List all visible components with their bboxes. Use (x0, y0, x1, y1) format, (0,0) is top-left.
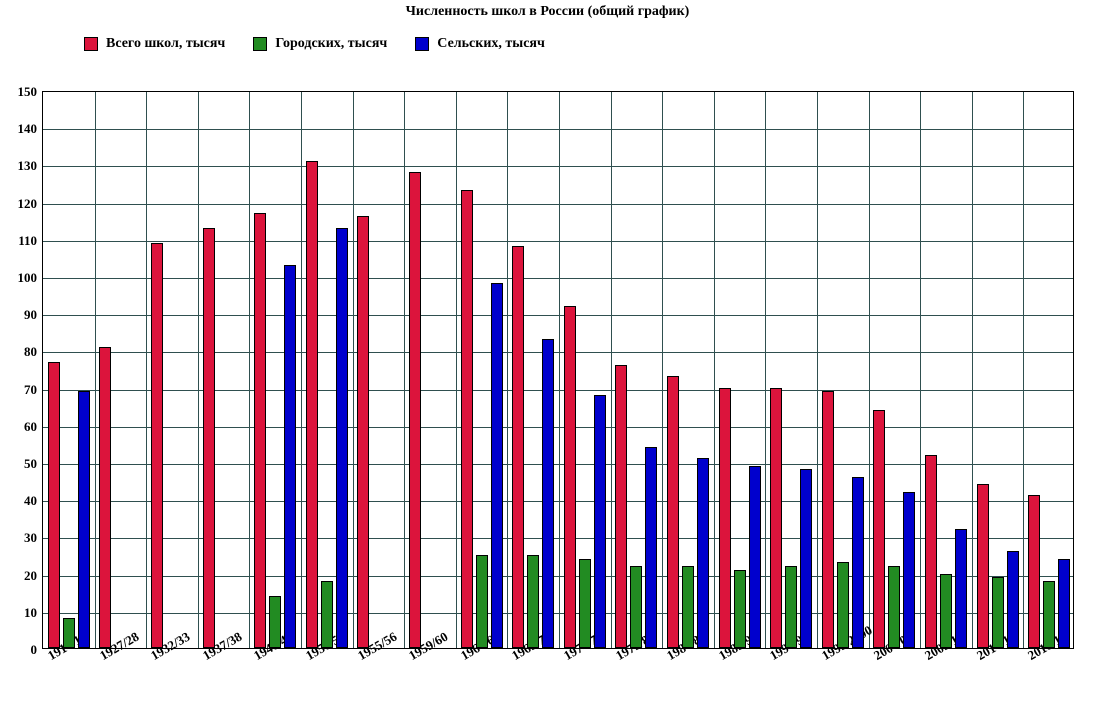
bar (667, 376, 679, 648)
y-tick-label: 130 (18, 158, 44, 174)
y-tick-label: 60 (24, 419, 43, 435)
bar (284, 265, 296, 648)
bar (564, 306, 576, 648)
y-tick-label: 140 (18, 121, 44, 137)
chart-stage: Численность школ в России (общий график)… (0, 0, 1095, 713)
legend-swatch (84, 37, 98, 51)
bar (78, 391, 90, 648)
bar (977, 484, 989, 648)
bar (476, 555, 488, 648)
bar (888, 566, 900, 648)
y-tick-label: 150 (18, 84, 44, 100)
y-tick-label: 110 (18, 233, 43, 249)
gridline-vertical (869, 92, 870, 648)
gridline-vertical (611, 92, 612, 648)
bar (719, 388, 731, 648)
bar (837, 562, 849, 648)
chart-title: Численность школ в России (общий график) (0, 4, 1095, 20)
gridline-vertical (249, 92, 250, 648)
bar (770, 388, 782, 648)
gridline-vertical (456, 92, 457, 648)
bar (594, 395, 606, 648)
bar (785, 566, 797, 648)
gridline-vertical (507, 92, 508, 648)
y-tick-label: 0 (31, 642, 44, 658)
legend-swatch (415, 37, 429, 51)
bar (1007, 551, 1019, 648)
y-tick-label: 100 (18, 270, 44, 286)
bar (542, 339, 554, 648)
bar (734, 570, 746, 648)
bar (925, 455, 937, 648)
bar (527, 555, 539, 648)
y-tick-label: 120 (18, 196, 44, 212)
bar (579, 559, 591, 648)
bar (955, 529, 967, 648)
y-tick-label: 90 (24, 307, 43, 323)
bar (336, 228, 348, 648)
bar (873, 410, 885, 648)
y-tick-label: 70 (24, 382, 43, 398)
legend-swatch (253, 37, 267, 51)
chart-legend: Всего школ, тысяч Городских, тысяч Сельски… (84, 36, 545, 52)
bar (645, 447, 657, 648)
y-tick-label: 50 (24, 456, 43, 472)
bar (615, 365, 627, 648)
bar (321, 581, 333, 648)
bar (697, 458, 709, 648)
bar (254, 213, 266, 648)
bar (800, 469, 812, 648)
bar (151, 243, 163, 648)
y-tick-label: 20 (24, 568, 43, 584)
bar (630, 566, 642, 648)
bar (903, 492, 915, 648)
gridline-vertical (353, 92, 354, 648)
gridline-vertical (920, 92, 921, 648)
bar (940, 574, 952, 648)
bar (749, 466, 761, 648)
gridline-vertical (662, 92, 663, 648)
gridline-vertical (559, 92, 560, 648)
gridline-vertical (301, 92, 302, 648)
gridline-vertical (95, 92, 96, 648)
bar (99, 347, 111, 648)
y-tick-label: 80 (24, 344, 43, 360)
y-tick-label: 30 (24, 530, 43, 546)
bar (306, 161, 318, 648)
y-tick-label: 40 (24, 493, 43, 509)
legend-label: Городских, тысяч (275, 36, 387, 52)
bar (48, 362, 60, 648)
plot-area: 0102030405060708090100110120130140150191… (42, 91, 1074, 649)
bar (682, 566, 694, 648)
bar (203, 228, 215, 648)
gridline-vertical (714, 92, 715, 648)
gridline-vertical (972, 92, 973, 648)
bar (1043, 581, 1055, 648)
bar (852, 477, 864, 648)
gridline-vertical (198, 92, 199, 648)
bar (1058, 559, 1070, 648)
bar (822, 391, 834, 648)
bar (357, 216, 369, 648)
y-tick-label: 10 (24, 605, 43, 621)
bar (1028, 495, 1040, 648)
bar (269, 596, 281, 648)
gridline-vertical (817, 92, 818, 648)
bar (512, 246, 524, 648)
bar (461, 190, 473, 648)
legend-item: Сельских, тысяч (415, 36, 545, 52)
bar (491, 283, 503, 648)
gridline-vertical (1023, 92, 1024, 648)
gridline-vertical (146, 92, 147, 648)
legend-label: Всего школ, тысяч (106, 36, 225, 52)
legend-item: Всего школ, тысяч (84, 36, 225, 52)
bar (992, 577, 1004, 648)
legend-item: Городских, тысяч (253, 36, 387, 52)
gridline-vertical (765, 92, 766, 648)
legend-label: Сельских, тысяч (437, 36, 545, 52)
gridline-vertical (404, 92, 405, 648)
bar (409, 172, 421, 648)
bar (63, 618, 75, 648)
